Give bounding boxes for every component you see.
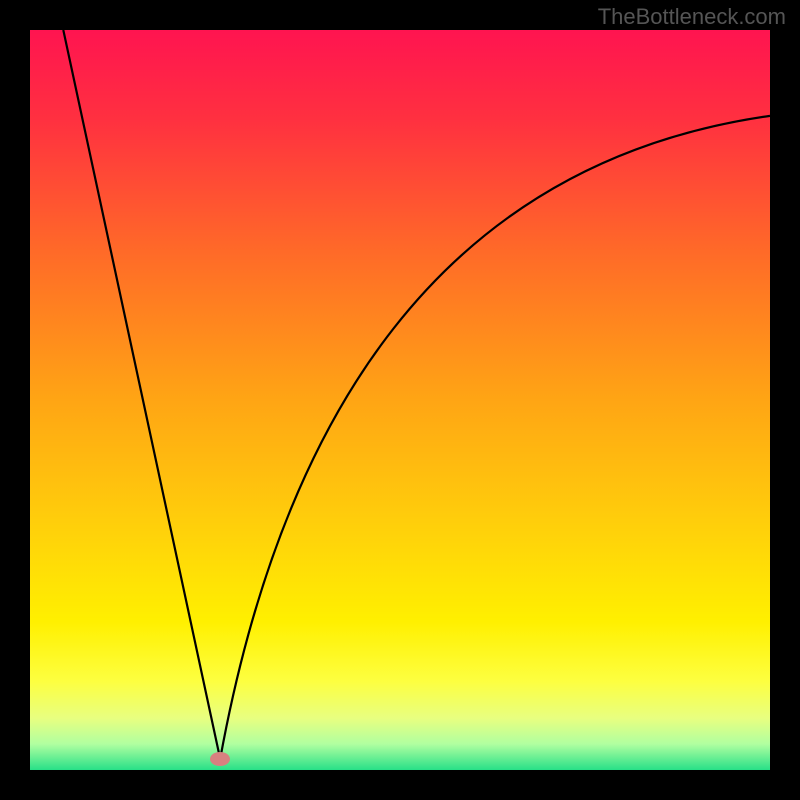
plot-area: [30, 30, 770, 770]
bottleneck-curve: [30, 30, 770, 770]
watermark-text: TheBottleneck.com: [598, 4, 786, 30]
minimum-marker: [210, 752, 230, 766]
